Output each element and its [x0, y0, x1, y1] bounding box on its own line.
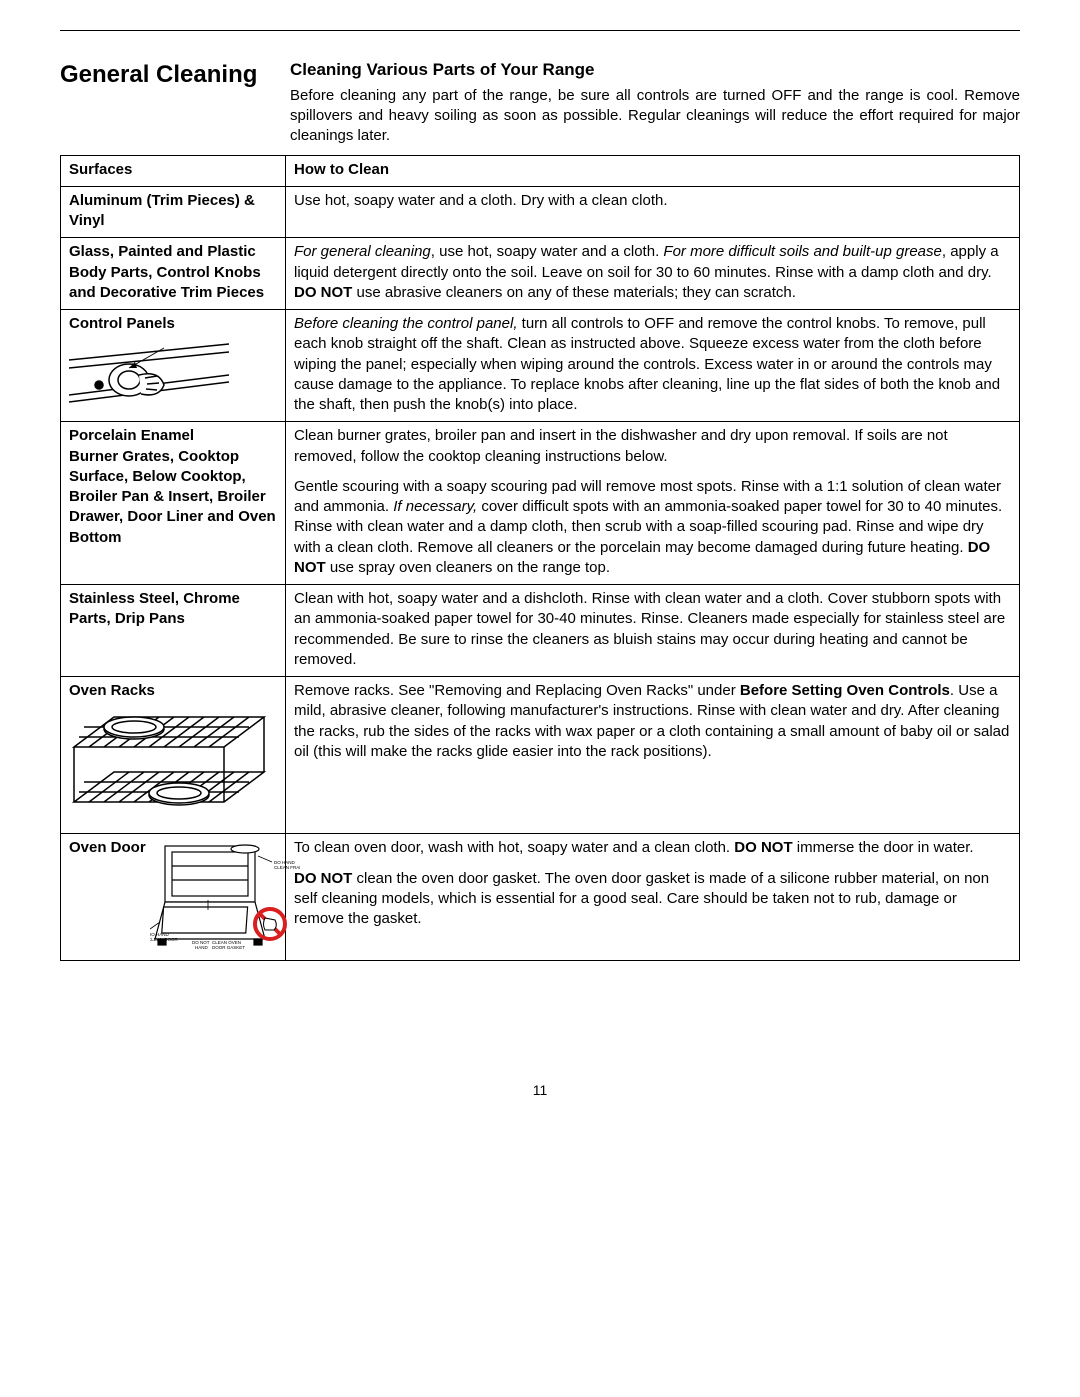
surface-porcelain-sub: Burner Grates, Cooktop Surface, Below Co… [69, 447, 277, 548]
table-row: Oven Door [61, 834, 1020, 961]
cleaning-table: Surfaces How to Clean Aluminum (Trim Pie… [60, 155, 1020, 962]
text-para: Clean burner grates, broiler pan and ins… [294, 426, 1011, 467]
table-row: Control Panels [61, 310, 1020, 422]
howto-oven-door: To clean oven door, wash with hot, soapy… [286, 834, 1020, 961]
surface-oven-door: Oven Door [69, 838, 146, 858]
text: To clean oven door, wash with hot, soapy… [294, 839, 734, 856]
howto-control-panels: Before cleaning the control panel, turn … [286, 310, 1020, 422]
text-para: Gentle scouring with a soapy scouring pa… [294, 477, 1011, 578]
surface-porcelain-cell: Porcelain Enamel Burner Grates, Cooktop … [61, 422, 286, 585]
text-italic: For general cleaning [294, 243, 431, 260]
text: Remove racks. See "Removing and Replacin… [294, 682, 740, 699]
svg-text:CLEAN DOOR: CLEAN DOOR [150, 937, 179, 942]
text-bold: DO NOT [294, 870, 352, 887]
text-bold: DO NOT [734, 839, 792, 856]
surface-control-panels-cell: Control Panels [61, 310, 286, 422]
control-panel-illustration [69, 340, 277, 415]
surface-glass-painted: Glass, Painted and Plastic Body Parts, C… [61, 238, 286, 310]
text-italic: For more difficult soils and built-up gr… [663, 243, 941, 260]
text-bold: DO NOT [294, 284, 352, 301]
text-italic: If necessary, [393, 498, 477, 515]
table-row: Porcelain Enamel Burner Grates, Cooktop … [61, 422, 1020, 585]
text: use spray oven cleaners on the range top… [326, 559, 610, 576]
howto-stainless: Clean with hot, soapy water and a dishcl… [286, 585, 1020, 677]
header-row: General Cleaning Cleaning Various Parts … [60, 59, 1020, 147]
header-howto: How to Clean [286, 155, 1020, 186]
oven-door-illustration: DO HAND CLEAN FRAME DO HAND CLEAN DOOR D… [150, 844, 300, 954]
table-header-row: Surfaces How to Clean [61, 155, 1020, 186]
howto-aluminum-vinyl: Use hot, soapy water and a cloth. Dry wi… [286, 186, 1020, 238]
text-bold: Before Setting Oven Controls [740, 682, 950, 699]
page-number: 11 [60, 1081, 1020, 1100]
text-para: DO NOT clean the oven door gasket. The o… [294, 869, 1011, 930]
subsection-title: Cleaning Various Parts of Your Range [290, 59, 1020, 82]
text: , use hot, soapy water and a cloth. [431, 243, 664, 260]
text: immerse the door in water. [793, 839, 974, 856]
howto-porcelain: Clean burner grates, broiler pan and ins… [286, 422, 1020, 585]
oven-racks-illustration [69, 707, 277, 827]
intro-text: Before cleaning any part of the range, b… [290, 86, 1020, 147]
surface-aluminum-vinyl: Aluminum (Trim Pieces) & Vinyl [61, 186, 286, 238]
surface-stainless: Stainless Steel, Chrome Parts, Drip Pans [61, 585, 286, 677]
table-row: Aluminum (Trim Pieces) & Vinyl Use hot, … [61, 186, 1020, 238]
surface-control-panels: Control Panels [69, 314, 277, 334]
text: clean the oven door gasket. The oven doo… [294, 870, 989, 928]
howto-oven-racks: Remove racks. See "Removing and Replacin… [286, 677, 1020, 834]
surface-oven-door-cell: Oven Door [61, 834, 286, 961]
surface-porcelain-title: Porcelain Enamel [69, 426, 277, 446]
text-italic: Before cleaning the control panel, [294, 315, 517, 332]
text-para: To clean oven door, wash with hot, soapy… [294, 838, 1011, 858]
header-surfaces: Surfaces [61, 155, 286, 186]
top-rule [60, 30, 1020, 31]
text: use abrasive cleaners on any of these ma… [352, 284, 796, 301]
section-title: General Cleaning [60, 59, 270, 91]
howto-glass-painted: For general cleaning, use hot, soapy wat… [286, 238, 1020, 310]
svg-text:DOOR GASKET: DOOR GASKET [212, 945, 245, 950]
svg-text:HAND: HAND [195, 945, 209, 950]
surface-oven-racks-cell: Oven Racks [61, 677, 286, 834]
table-row: Oven Racks [61, 677, 1020, 834]
table-row: Glass, Painted and Plastic Body Parts, C… [61, 238, 1020, 310]
subsection: Cleaning Various Parts of Your Range Bef… [290, 59, 1020, 147]
surface-oven-racks: Oven Racks [69, 681, 277, 701]
table-row: Stainless Steel, Chrome Parts, Drip Pans… [61, 585, 1020, 677]
